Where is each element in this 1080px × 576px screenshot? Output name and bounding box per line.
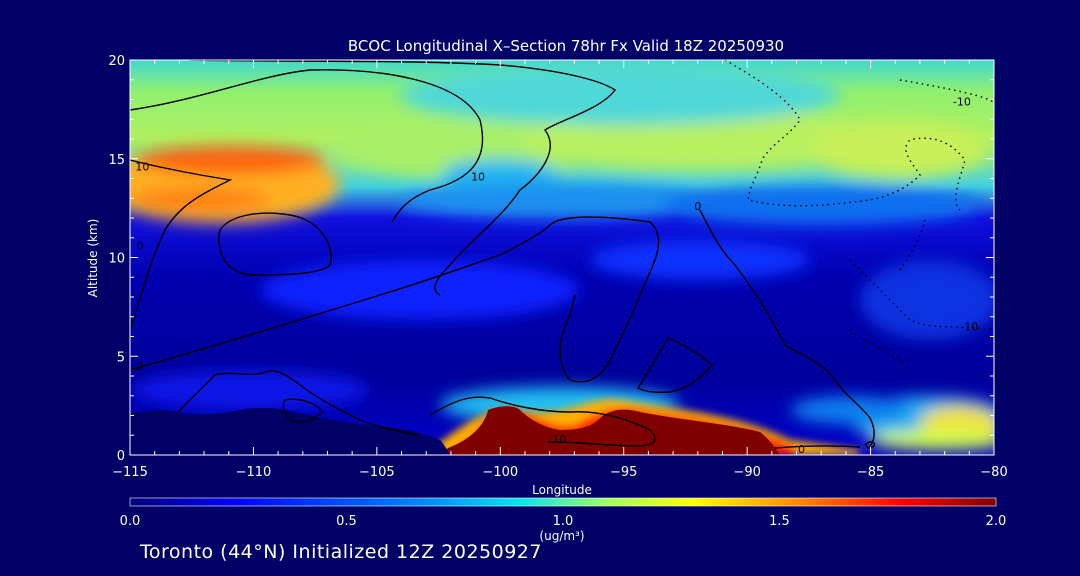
contour-label: 0 [136,360,143,373]
contour-label: 10 [471,171,485,184]
contour-line [189,60,617,296]
colorbar-unit: (ug/m³) [539,529,584,543]
colorbar-tick-label: 1.5 [769,514,790,529]
y-tick-label: 10 [108,252,125,267]
dotted-contour [724,60,966,211]
contour-lines [130,60,876,449]
x-tick-label: −80 [980,465,1007,480]
contour-label: -10 [960,321,978,334]
contour-line [282,398,323,423]
colorbar-ticks: 0.0 0.5 1.0 1.5 2.0 [120,514,1007,529]
heatmap-field [130,60,994,455]
contour-line [130,159,233,331]
terrain-mask [130,407,450,455]
x-axis: −115 −110 −105 −100 −95 −90 −85 −80 [112,60,1008,480]
contour-label: 10 [135,161,149,174]
y-tick-label: 20 [108,54,125,69]
contour-line [177,370,421,436]
x-tick-label: −105 [359,465,395,480]
contour-line [218,212,332,276]
x-tick-label: −100 [482,465,518,480]
contour-line [865,441,876,449]
colorbar [129,497,997,507]
x-tick-label: −90 [733,465,760,480]
colorbar-tick-label: 1.0 [553,514,574,529]
contour-label: 10 [553,433,567,446]
y-tick-label: 5 [117,350,125,365]
y-tick-label: 0 [117,449,125,464]
x-tick-label: −85 [857,465,884,480]
contour-line [429,396,656,447]
negative-contours [724,60,994,366]
x-tick-label: −110 [236,465,272,480]
y-tick-label: 15 [108,153,125,168]
contour-label: -10 [953,95,971,108]
contour-line [637,337,714,394]
contour-label: 0 [694,200,701,213]
contour-label: 0 [136,240,143,253]
contour-line [130,69,484,223]
dotted-contour [849,329,911,366]
contour-labels: 10 10 0 0 0 10 0 -10 -10 [135,95,978,456]
y-axis-label: Altitude (km) [86,219,100,298]
contour-line [774,445,861,449]
colorbar-tick-label: 0.0 [120,514,141,529]
footer-caption: Toronto (44°N) Initialized 12Z 20250927 [140,541,542,563]
contour-line [699,209,875,447]
colorbar-tick-label: 2.0 [986,514,1007,529]
colorbar-tick-label: 0.5 [336,514,357,529]
contour-line [130,216,660,383]
x-tick-label: −95 [610,465,637,480]
chart-title: BCOC Longitudinal X–Section 78hr Fx Vali… [348,37,784,55]
surface-plume [440,406,780,455]
x-axis-label: Longitude [532,483,592,497]
contour-label: 0 [798,443,805,456]
x-tick-label: −115 [112,465,148,480]
